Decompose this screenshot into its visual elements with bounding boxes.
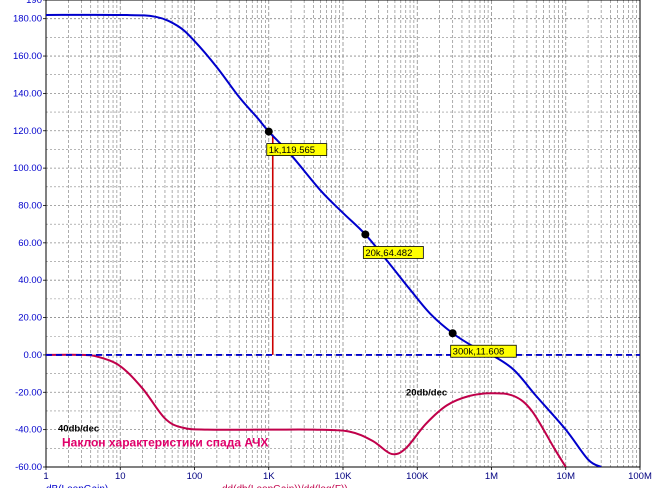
y-tick-label: 80.00 bbox=[18, 200, 42, 211]
y-tick-label: 100.00 bbox=[13, 163, 42, 174]
y-tick-label: -60.00 bbox=[15, 462, 42, 473]
x-tick-label: 100M bbox=[628, 471, 652, 482]
y-tick-label: 120.00 bbox=[13, 126, 42, 137]
y-tick-label: -20.00 bbox=[15, 387, 42, 398]
slope-20-annotation: 20db/dec bbox=[406, 387, 447, 398]
y-tick-label: 160.00 bbox=[13, 51, 42, 62]
y-tick-label: 40.00 bbox=[18, 275, 42, 286]
y-tick-label: -40.00 bbox=[15, 425, 42, 436]
marker-label-box bbox=[450, 344, 517, 358]
x-tick-label: 1K bbox=[263, 471, 275, 482]
y-tick-label: 20.00 bbox=[18, 313, 42, 324]
marker-label: 20k,64.482 bbox=[365, 248, 412, 259]
marker-label: 1k,119.565 bbox=[269, 145, 315, 156]
grid bbox=[45, 0, 641, 468]
y-tick-label: 0.00 bbox=[24, 350, 43, 361]
marker-label: 300k,11.608 bbox=[453, 347, 505, 358]
x-tick-label: 10 bbox=[115, 471, 126, 482]
y-tick-label: 60.00 bbox=[18, 238, 42, 249]
legend-entry: dB(LoopGain) bbox=[46, 484, 108, 488]
y-tick-label: 140.00 bbox=[13, 88, 42, 99]
x-tick-label: 1 bbox=[43, 471, 48, 482]
slope-40-annotation: 40db/dec bbox=[58, 424, 99, 435]
marker-point bbox=[361, 230, 370, 239]
marker-label-box bbox=[362, 246, 424, 259]
marker-point bbox=[264, 127, 273, 136]
marker-point bbox=[448, 329, 457, 338]
marker-label-box bbox=[266, 143, 328, 156]
x-tick-label: 100 bbox=[187, 471, 203, 482]
gain-curve bbox=[46, 13, 602, 467]
caption-text: Наклон характеристики спада АЧХ bbox=[62, 436, 269, 450]
x-tick-label: 10M bbox=[557, 471, 576, 482]
y-tick-label: 180.00 bbox=[13, 14, 42, 25]
x-tick-label: 100K bbox=[406, 471, 429, 482]
legend-entry: dd(db(LoopGain))/dd(log(F)) bbox=[222, 484, 348, 488]
y-tick-label: 190 bbox=[26, 0, 42, 6]
x-tick-label: 10K bbox=[335, 471, 353, 482]
slope-curve bbox=[46, 353, 567, 467]
x-tick-label: 1M bbox=[485, 471, 498, 482]
